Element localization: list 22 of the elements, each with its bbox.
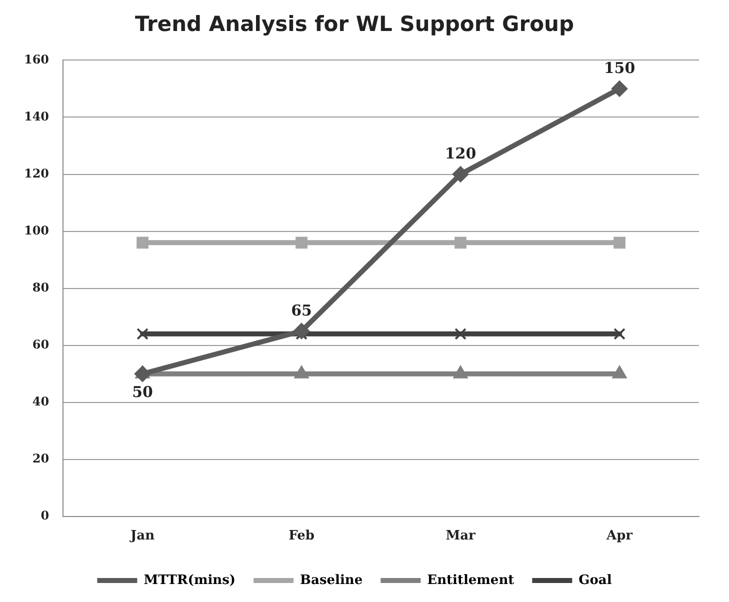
y-tick-label: 160 (24, 52, 50, 66)
x-tick-label: Feb (288, 528, 314, 544)
chart-title: Trend Analysis for WL Support Group (134, 12, 574, 36)
y-tick-label: 140 (24, 109, 50, 124)
y-tick-label: 120 (24, 166, 50, 180)
x-tick-label: Apr (605, 528, 633, 544)
data-label: 65 (291, 301, 312, 320)
legend-label: Entitlement (427, 572, 514, 588)
y-tick-label: 40 (32, 394, 50, 408)
y-tick-label: 80 (32, 280, 50, 294)
y-tick-label: 0 (40, 508, 50, 523)
legend-label: Baseline (300, 572, 363, 588)
x-tick-label: Jan (130, 528, 156, 544)
y-tick-label: 100 (24, 223, 50, 238)
x-tick-label: Mar (446, 528, 476, 544)
data-label: 50 (132, 383, 153, 402)
y-tick-label: 20 (32, 452, 50, 466)
legend-label: Goal (578, 572, 612, 588)
data-label: 120 (444, 144, 476, 163)
data-label: 150 (604, 59, 636, 78)
legend-label: MTTR(mins) (144, 572, 236, 588)
y-tick-label: 60 (32, 337, 50, 352)
